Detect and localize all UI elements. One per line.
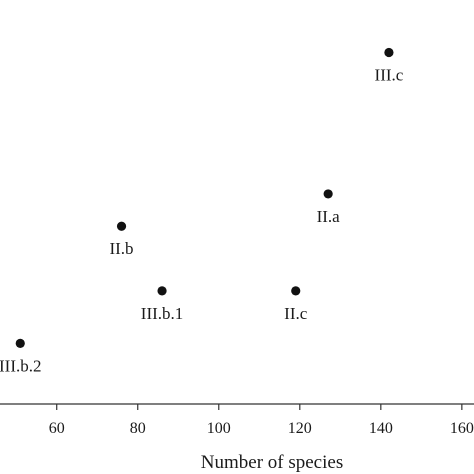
data-point-label: III.b.2 [0, 356, 41, 375]
data-point [15, 338, 25, 348]
x-tick-label: 160 [450, 420, 474, 437]
data-point-label: II.b [109, 239, 133, 258]
data-point-label: III.c [375, 66, 404, 85]
data-point [157, 286, 167, 296]
x-tick-label: 60 [49, 420, 65, 437]
points-layer: III.c II.a II.b III.b.1 II.c III.b.2 [0, 47, 404, 375]
data-point-label: II.a [317, 207, 341, 226]
data-point [291, 286, 301, 296]
data-point-label: III.b.1 [141, 304, 183, 323]
x-tick-label: 140 [369, 420, 393, 437]
data-point [116, 221, 127, 231]
x-tick-label: 80 [130, 420, 146, 437]
x-tick-label: 120 [288, 420, 312, 437]
x-axis-title: Number of species [201, 452, 343, 473]
data-point [384, 47, 394, 58]
x-tick-label: 100 [207, 420, 231, 437]
data-point [323, 189, 333, 199]
data-point-label: II.c [284, 304, 308, 323]
x-axis: 60 80 100 120 140 160 [0, 403, 474, 437]
